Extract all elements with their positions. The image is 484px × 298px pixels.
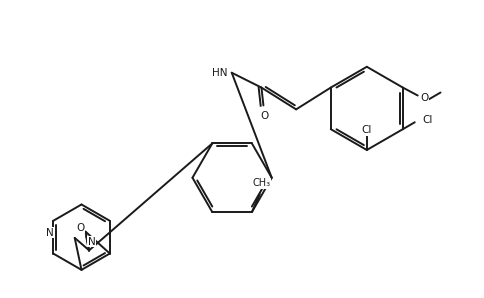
Text: CH₃: CH₃ (253, 178, 271, 188)
Text: O: O (260, 111, 269, 121)
Text: O: O (76, 223, 85, 233)
Text: N: N (88, 237, 95, 246)
Text: Cl: Cl (423, 115, 433, 125)
Text: N: N (46, 228, 54, 238)
Text: Cl: Cl (362, 125, 372, 135)
Text: HN: HN (212, 68, 228, 78)
Text: O: O (421, 94, 429, 103)
